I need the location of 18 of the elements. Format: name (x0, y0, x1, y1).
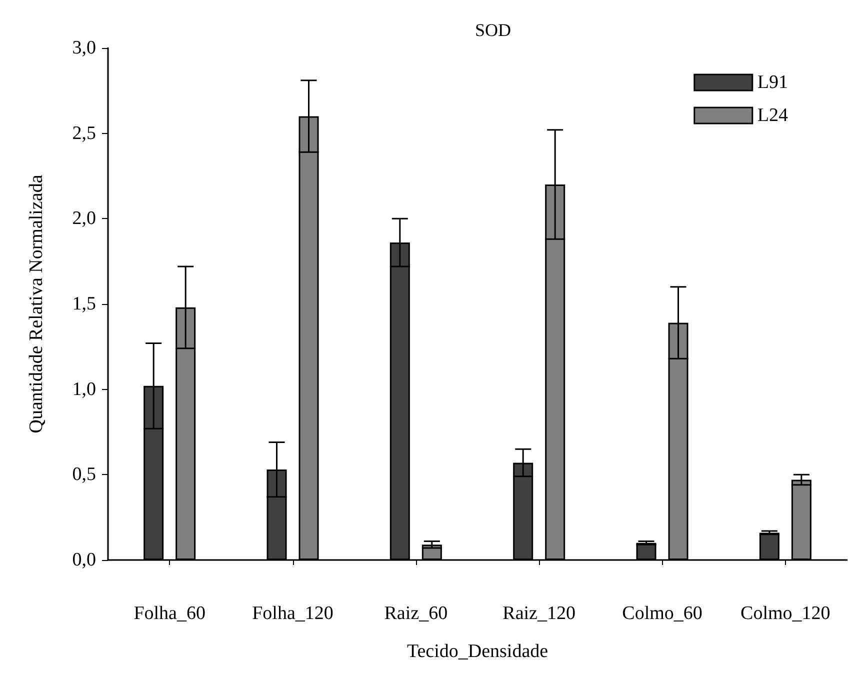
legend-label: L24 (757, 105, 788, 126)
legend-label: L91 (757, 72, 788, 93)
x-tick-label: Colmo_60 (622, 603, 702, 624)
y-tick-label: 1,0 (72, 378, 96, 400)
y-tick-label: 2,0 (72, 208, 96, 230)
y-tick-label: 0,5 (72, 464, 96, 486)
x-axis-title: Tecido_Densidade (406, 641, 548, 662)
chart-title: SOD (474, 20, 512, 40)
x-tick-label: Raiz_60 (384, 603, 448, 624)
x-tick-label: Raiz_120 (502, 603, 576, 624)
x-tick-label: Folha_120 (252, 603, 334, 624)
y-axis-title: Quantidade Relativa Normalizada (26, 174, 47, 434)
y-tick-label: 1,5 (72, 294, 96, 314)
y-tick-label: 3,0 (72, 38, 96, 58)
x-tick-label: Colmo_120 (740, 603, 830, 624)
x-tick-label: Folha_60 (134, 603, 206, 624)
y-tick-label: 2,5 (72, 122, 96, 144)
y-tick-label: 0,0 (72, 550, 96, 570)
